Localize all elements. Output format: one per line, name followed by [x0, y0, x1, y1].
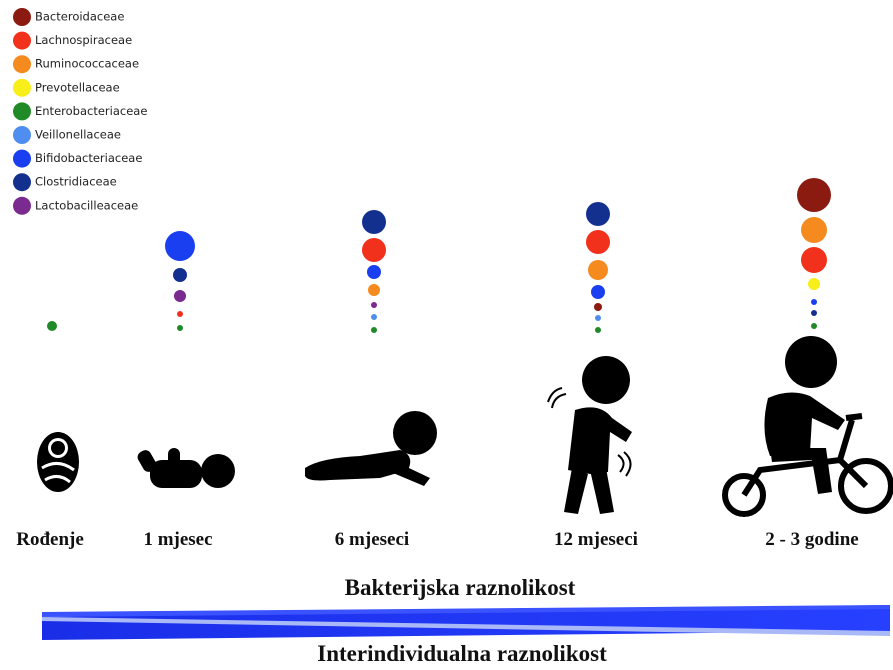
- interindividual-diversity-label: Interindividualna raznolikost: [317, 641, 607, 666]
- bacteria-dot: [586, 230, 610, 254]
- legend-swatch: [13, 102, 31, 120]
- bacteria-dot: [586, 202, 610, 226]
- stage-label: 6 mjeseci: [335, 529, 409, 550]
- infant-lying: [135, 448, 235, 488]
- legend-label: Lachnospiraceae: [35, 33, 132, 47]
- bacteria-dot: [177, 325, 183, 331]
- bacteria-dot: [362, 210, 386, 234]
- bacteria-dot: [595, 315, 601, 321]
- dots: [47, 178, 831, 333]
- bacteria-dot: [165, 231, 195, 261]
- bacteria-dot: [594, 303, 602, 311]
- legend-swatch: [13, 173, 31, 191]
- bacteria-dot: [591, 285, 605, 299]
- bacteria-dot: [801, 217, 827, 243]
- bacteria-dot: [371, 327, 377, 333]
- bacteria-dot: [367, 265, 381, 279]
- stage-label: 1 mjesec: [143, 529, 212, 550]
- newborn: [37, 432, 79, 492]
- legend-label: Prevotellaceae: [35, 80, 120, 94]
- stage-label: 2 - 3 godine: [765, 529, 858, 550]
- bacterial-diversity-label: Bakterijska raznolikost: [345, 575, 576, 600]
- bacteria-dot: [368, 284, 380, 296]
- stage-labels: Rođenje 1 mjesec 6 mjeseci 12 mjeseci 2 - 3 …: [16, 529, 859, 550]
- legend-swatch: [13, 126, 31, 144]
- bacteria-dot: [371, 302, 377, 308]
- bacteria-dot: [595, 327, 601, 333]
- legend-label: Bacteroidaceae: [35, 10, 124, 24]
- legend-label: Clostridiaceae: [35, 175, 117, 189]
- bacteria-dot: [811, 310, 817, 316]
- legend-label: Bifidobacteriaceae: [35, 151, 142, 165]
- stage-label: 12 mjeseci: [554, 529, 638, 550]
- infant-crawling: [305, 411, 437, 486]
- legend-label: Veillonellaceae: [35, 128, 121, 142]
- bacteria-dot: [588, 260, 608, 280]
- bacteria-dot: [173, 268, 187, 282]
- legend-swatch: [13, 79, 31, 97]
- legend: Bacteroidaceae Lachnospiraceae Ruminococca…: [13, 8, 147, 215]
- toddler-walking: [548, 356, 632, 514]
- bacteria-dot: [811, 299, 817, 305]
- bacteria-dot: [797, 178, 831, 212]
- bacteria-dot: [47, 321, 57, 331]
- bacteria-dot: [811, 323, 817, 329]
- legend-swatch: [13, 197, 31, 215]
- stage-label: Rođenje: [16, 529, 84, 550]
- diversity-bar: [42, 605, 890, 640]
- legend-swatch: [13, 55, 31, 73]
- legend-swatch: [13, 150, 31, 168]
- legend-label: Enterobacteriaceae: [35, 104, 147, 118]
- bacteria-dot: [174, 290, 186, 302]
- legend-label: Lactobacilleaceae: [35, 198, 138, 212]
- bacteria-dot: [808, 278, 820, 290]
- bacteria-dot: [362, 238, 386, 262]
- bacteria-dot: [371, 314, 377, 320]
- bacteria-dot: [801, 247, 827, 273]
- legend-swatch: [13, 8, 31, 26]
- bacteria-dot: [177, 311, 183, 317]
- child-tricycle: [725, 336, 891, 514]
- silhouettes: [37, 336, 891, 514]
- legend-label: Ruminococcaceae: [35, 57, 139, 71]
- legend-swatch: [13, 32, 31, 50]
- diagram: Bacteroidaceae Lachnospiraceae Ruminococca…: [0, 0, 893, 670]
